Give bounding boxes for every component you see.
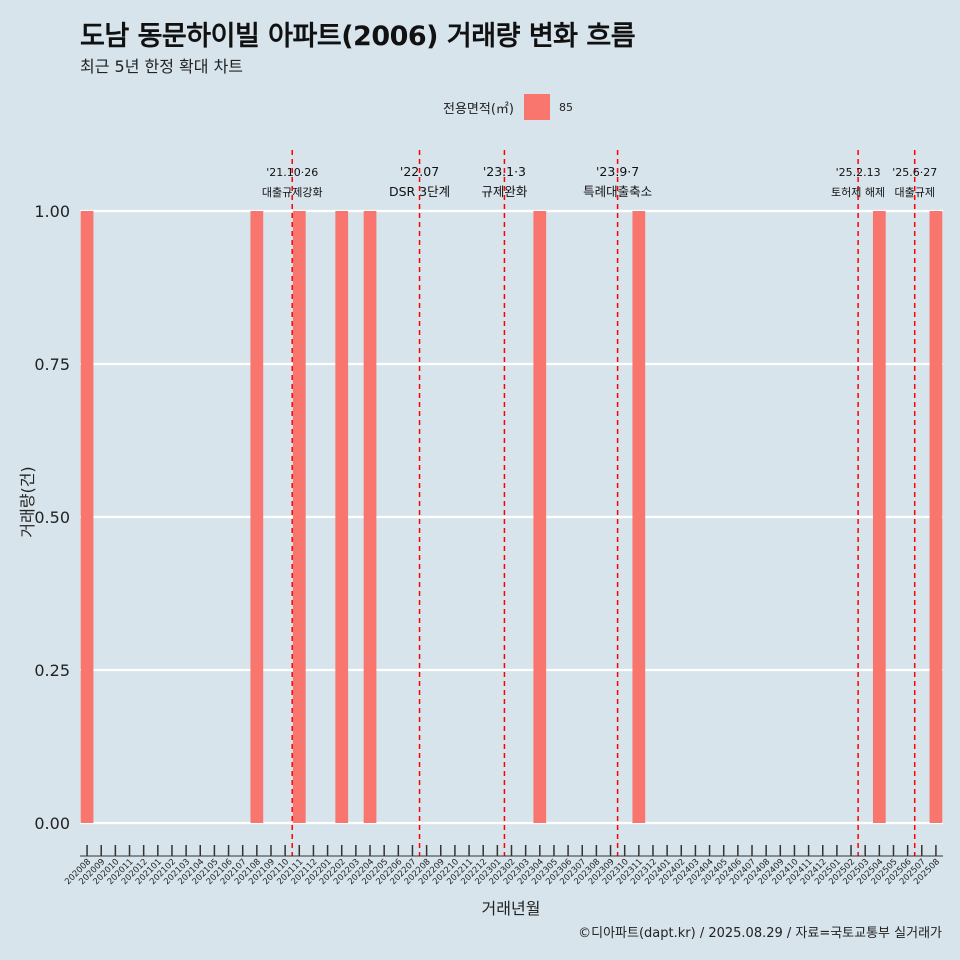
legend-swatch — [523, 94, 550, 120]
bar — [632, 211, 646, 823]
event-date: '21.10·26 — [266, 166, 318, 179]
legend-label: 85 — [558, 100, 573, 114]
bar — [250, 211, 264, 823]
event-label: 대출규제 — [894, 186, 934, 199]
bar — [80, 211, 94, 823]
event-label: 특례대출축소 — [583, 184, 652, 199]
grid-lines — [80, 209, 943, 825]
legend: 전용면적(㎡) 85 — [443, 94, 573, 120]
bars — [80, 211, 943, 823]
bar — [363, 211, 377, 823]
y-tick-label: 0.00 — [34, 814, 70, 833]
event-date: '23.9·7 — [596, 164, 639, 179]
event-date: '25.2.13 — [836, 166, 881, 179]
y-tick-label: 0.25 — [34, 661, 70, 680]
event-date: '23.1·3 — [483, 164, 526, 179]
event-label: 토허제 해제 — [831, 185, 885, 199]
event-label: DSR 3단계 — [389, 184, 450, 199]
y-tick-label: 1.00 — [34, 202, 70, 221]
chart-subtitle: 최근 5년 한정 확대 차트 — [80, 57, 244, 76]
event-markers: '21.10·26 대출규제강화 '22.07 DSR 3단계 '23.1·3 규제완화 '… — [262, 150, 937, 856]
axes: 0.000.250.500.751.0020200820200920201020… — [34, 202, 943, 887]
y-tick-label: 0.50 — [34, 508, 70, 527]
bar — [335, 211, 349, 823]
x-axis-label: 거래년월 — [482, 899, 541, 918]
bar — [872, 211, 886, 823]
bar — [292, 211, 306, 823]
event-date: '25.6·27 — [892, 166, 937, 179]
event-label: 대출규제강화 — [262, 186, 323, 199]
caption: ©디아파트(dapt.kr) / 2025.08.29 / 자료=국토교통부 실… — [578, 926, 942, 941]
bar — [533, 211, 547, 823]
event-label: 규제완화 — [481, 184, 528, 199]
event-date: '22.07 — [400, 164, 439, 179]
y-axis-label: 거래량(건) — [18, 466, 37, 537]
bar — [929, 211, 943, 823]
legend-title: 전용면적(㎡) — [443, 101, 514, 117]
y-tick-label: 0.75 — [34, 355, 70, 374]
chart-title: 도남 동문하이빌 아파트(2006) 거래량 변화 흐름 — [80, 21, 636, 52]
